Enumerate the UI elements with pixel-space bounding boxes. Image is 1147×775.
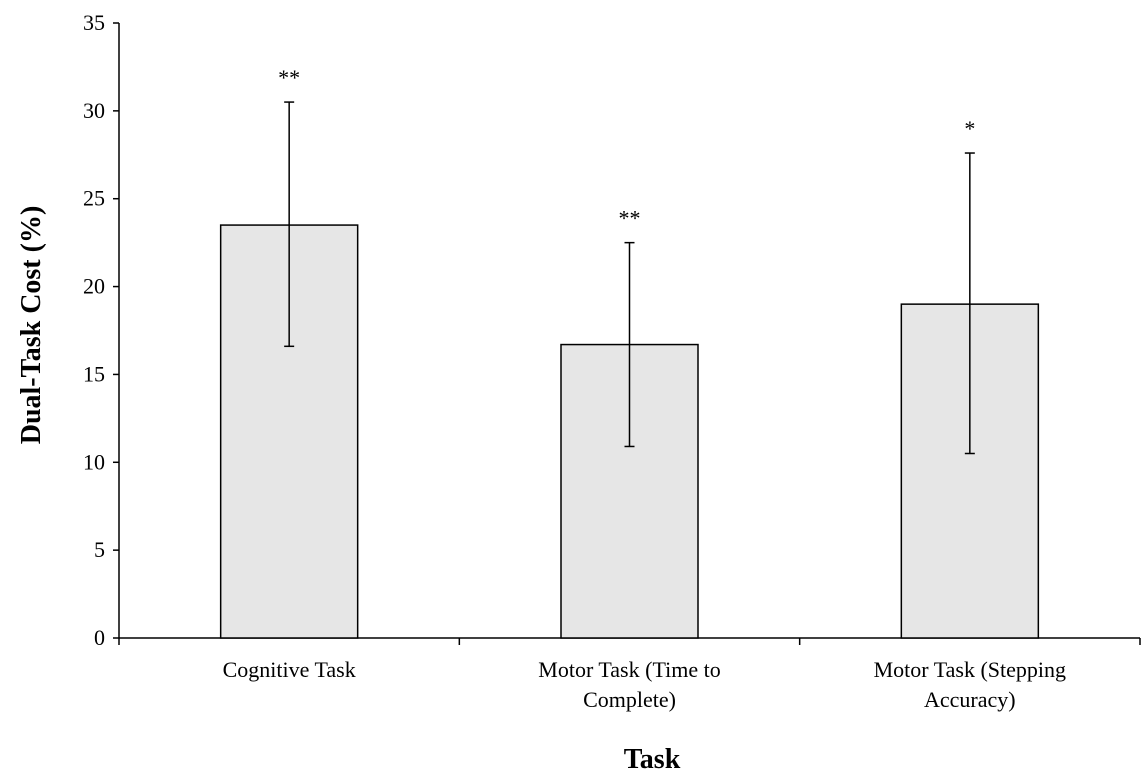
category-label: Cognitive Task [223,657,356,682]
y-tick-label: 10 [83,449,105,474]
y-tick-label: 5 [94,537,105,562]
significance-marker: * [964,116,975,141]
x-axis: Cognitive Task Motor Task (Time to Complet… [118,637,1141,712]
y-tick-label: 15 [83,361,105,386]
significance-marker: ** [619,206,641,231]
y-tick-label: 20 [83,274,105,299]
y-tick-label: 25 [83,186,105,211]
significance-marker: ** [278,65,300,90]
y-axis-title: Dual-Task Cost (%) [16,206,47,445]
x-axis-title: Task [624,744,681,775]
y-axis: 0 5 10 15 20 25 30 35 [83,10,120,650]
category-label: Motor Task (Time to Complete) [538,657,720,712]
y-tick-label: 35 [83,10,105,35]
y-tick-label: 30 [83,98,105,123]
bars: ***** [219,65,1040,639]
y-tick-label: 0 [94,625,105,650]
category-label: Motor Task (Stepping Accuracy) [874,657,1066,712]
